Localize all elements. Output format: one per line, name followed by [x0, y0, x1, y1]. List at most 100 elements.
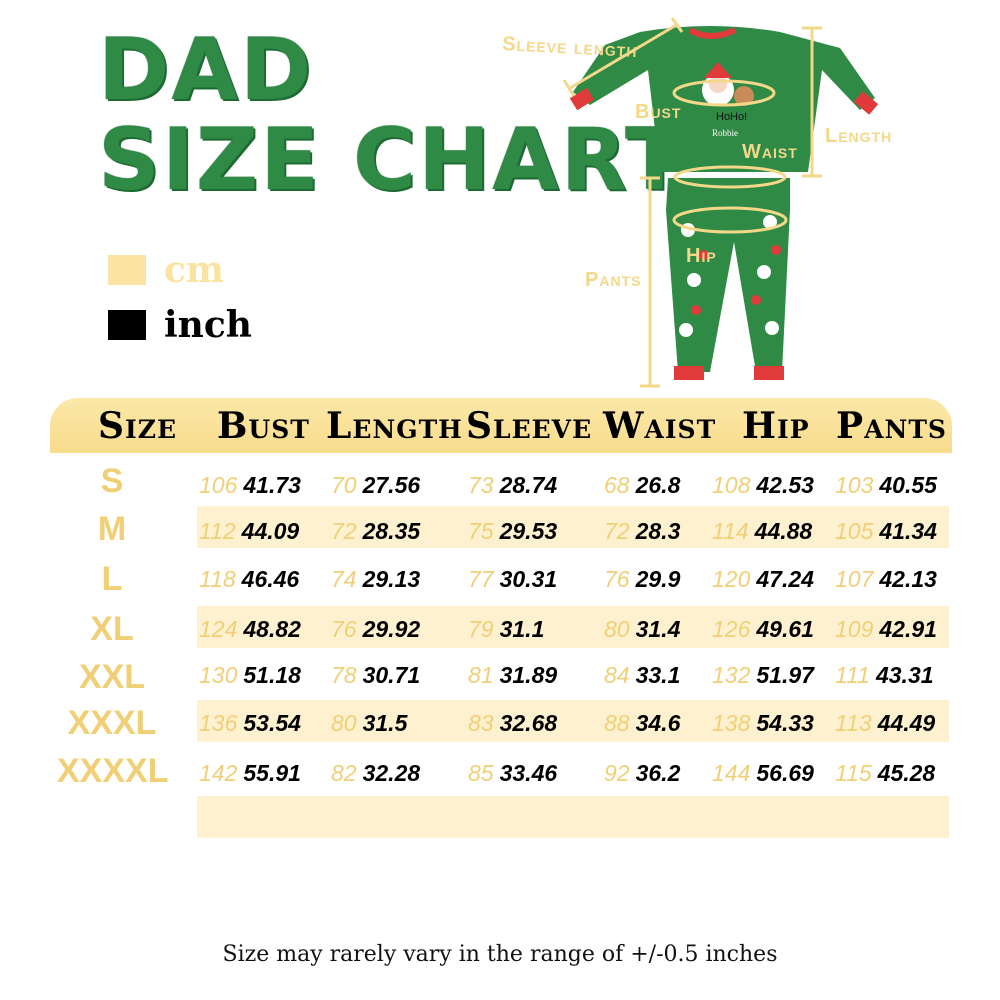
- waist-label: Waist: [742, 141, 798, 163]
- shirt-image: HoHo! Robbie: [569, 26, 879, 172]
- cm-value: 105: [835, 518, 874, 544]
- cm-value: 124: [199, 616, 238, 642]
- cm-value: 106: [199, 472, 238, 498]
- inch-value: 32.68: [499, 710, 558, 736]
- hip-cell: 144 56.69: [712, 760, 814, 787]
- pants-cell: 105 41.34: [835, 518, 937, 545]
- waist-cell: 68 26.8: [604, 472, 680, 499]
- inch-value: 33.1: [635, 662, 681, 688]
- size-cell: XXXL: [67, 704, 157, 742]
- cm-value: 72: [331, 518, 357, 544]
- cm-value: 112: [199, 518, 236, 544]
- inch-value: 32.28: [362, 760, 421, 786]
- sleeve-cell: 79 31.1: [468, 616, 544, 643]
- length-label: Length: [825, 125, 892, 147]
- cm-value: 83: [468, 710, 494, 736]
- header-bust: Bust: [217, 405, 310, 447]
- header-pants: Pants: [836, 405, 947, 447]
- cm-value: 74: [331, 566, 357, 592]
- bust-cell: 130 51.18: [199, 662, 301, 689]
- size-cell: S: [100, 462, 124, 500]
- inch-value: 26.8: [635, 472, 681, 498]
- inch-value: 31.4: [635, 616, 681, 642]
- inch-swatch: [108, 310, 146, 340]
- hip-ring: [672, 206, 788, 234]
- sleeve-cell: 75 29.53: [468, 518, 557, 545]
- inch-value: 44.88: [754, 518, 813, 544]
- cm-value: 78: [331, 662, 357, 688]
- size-cell: M: [97, 510, 127, 548]
- sleeve-cell: 81 31.89: [468, 662, 557, 689]
- sleeve-cell: 83 32.68: [468, 710, 557, 737]
- inch-value: 51.97: [756, 662, 814, 688]
- inch-value: 29.53: [499, 518, 558, 544]
- inch-value: 45.28: [877, 760, 936, 786]
- waist-ring: [673, 165, 787, 189]
- inch-value: 29.9: [635, 566, 681, 592]
- bust-cell: 136 53.54: [199, 710, 301, 737]
- waist-cell: 76 29.9: [604, 566, 680, 593]
- pants-image: [666, 178, 790, 380]
- row-stripe: [197, 700, 949, 742]
- cm-value: 130: [199, 662, 238, 688]
- length-cell: 76 29.92: [331, 616, 420, 643]
- length-cell: 70 27.56: [331, 472, 420, 499]
- row-stripe: [197, 606, 949, 648]
- sleeve-cell: 77 30.31: [468, 566, 557, 593]
- inch-value: 30.71: [362, 662, 421, 688]
- inch-value: 42.13: [879, 566, 937, 592]
- cm-value: 142: [199, 760, 238, 786]
- cm-value: 115: [835, 760, 872, 786]
- cm-value: 113: [835, 710, 872, 736]
- cm-value: 76: [604, 566, 630, 592]
- inch-value: 28.74: [499, 472, 558, 498]
- bust-cell: 112 44.09: [199, 518, 299, 545]
- inch-value: 31.5: [362, 710, 408, 736]
- sleeve-measure-line: [569, 22, 679, 90]
- cm-value: 88: [604, 710, 630, 736]
- cm-value: 85: [468, 760, 494, 786]
- length-cell: 80 31.5: [331, 710, 407, 737]
- inch-value: 30.31: [499, 566, 558, 592]
- inch-value: 48.82: [243, 616, 301, 642]
- inch-value: 29.92: [362, 616, 421, 642]
- inch-value: 44.09: [241, 518, 300, 544]
- cm-value: 136: [199, 710, 238, 736]
- inch-value: 53.54: [243, 710, 301, 736]
- inch-value: 28.35: [362, 518, 421, 544]
- cm-value: 132: [712, 662, 751, 688]
- row-stripe: [197, 796, 949, 838]
- cm-value: 107: [835, 566, 874, 592]
- cm-value: 76: [331, 616, 357, 642]
- cm-value: 114: [712, 518, 749, 544]
- cm-value: 84: [604, 662, 630, 688]
- inch-value: 46.46: [241, 566, 300, 592]
- footnote: Size may rarely vary in the range of +/-…: [222, 942, 778, 967]
- pants-cell: 103 40.55: [835, 472, 937, 499]
- waist-cell: 72 28.3: [604, 518, 680, 545]
- pants-cell: 111 43.31: [835, 662, 934, 689]
- inch-value: 42.53: [756, 472, 814, 498]
- pajama-illustration: HoHo! Robbie Sleeve length Bust Waist Le…: [502, 17, 892, 388]
- inch-value: 34.6: [635, 710, 681, 736]
- bust-cell: 118 46.46: [199, 566, 299, 593]
- cm-value: 73: [468, 472, 494, 498]
- cm-value: 79: [468, 616, 494, 642]
- inch-value: 47.24: [756, 566, 814, 592]
- waist-cell: 88 34.6: [604, 710, 680, 737]
- hip-cell: 108 42.53: [712, 472, 814, 499]
- inch-value: 36.2: [635, 760, 681, 786]
- inch-value: 54.33: [756, 710, 814, 736]
- header-sleeve: Sleeve: [466, 405, 593, 447]
- cm-value: 82: [331, 760, 357, 786]
- header-size: Size: [98, 405, 177, 447]
- cm-swatch: [108, 255, 146, 285]
- length-cell: 72 28.35: [331, 518, 420, 545]
- hip-cell: 120 47.24: [712, 566, 814, 593]
- pants-label: Pants: [585, 269, 641, 291]
- title-line-1: DAD: [98, 20, 314, 120]
- inch-value: 33.46: [499, 760, 558, 786]
- waist-cell: 92 36.2: [604, 760, 680, 787]
- inch-value: 41.34: [879, 518, 937, 544]
- cm-value: 81: [468, 662, 494, 688]
